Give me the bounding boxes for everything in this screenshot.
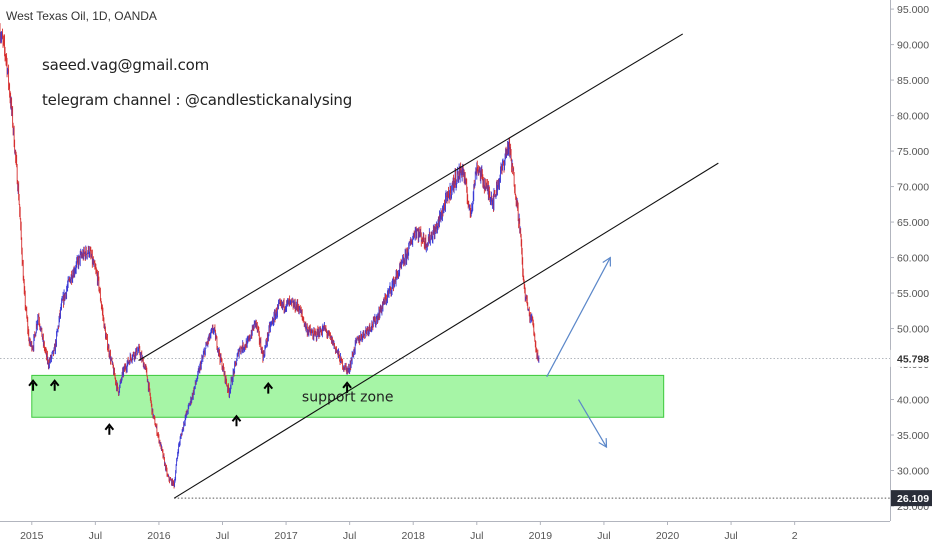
y-tick-label: 50.000 — [897, 324, 929, 336]
y-tick-label: 85.000 — [897, 75, 929, 87]
y-tick-label: 30.000 — [897, 466, 929, 478]
candle-series — [0, 23, 540, 489]
symbol-title: West Texas Oil, 1D, OANDA — [6, 9, 157, 23]
y-tick-label: 65.000 — [897, 217, 929, 229]
y-tick-label: 90.000 — [897, 40, 929, 52]
time-axis-panel — [0, 521, 932, 550]
y-tick-label: 40.000 — [897, 395, 929, 407]
x-tick-label: Jul — [470, 530, 483, 542]
x-tick-label: Jul — [724, 530, 737, 542]
forecast-up-arrow-icon — [546, 256, 611, 378]
y-tick-label: 55.000 — [897, 288, 929, 300]
x-tick-label: 2015 — [20, 530, 44, 542]
price-axis-panel — [890, 0, 932, 550]
support-touch-arrow-icon — [49, 379, 60, 391]
support-touch-arrow-icon — [104, 423, 115, 435]
x-tick-label: 2019 — [529, 530, 553, 542]
support-touch-arrow-icon — [28, 379, 38, 391]
y-tick-label: 80.000 — [897, 111, 929, 123]
x-tick-label: 2 — [792, 530, 798, 542]
y-tick-label: 75.000 — [897, 146, 929, 158]
y-tick-label: 60.000 — [897, 253, 929, 265]
y-tick-label: 35.000 — [897, 430, 929, 442]
y-tick-label: 95.000 — [897, 4, 929, 16]
x-tick-label: 2020 — [656, 530, 680, 542]
channel-upper-line — [138, 33, 684, 361]
current-price-label: 45.798 — [897, 353, 929, 365]
forecast-down-arrow-icon — [577, 399, 608, 449]
telegram-note: telegram channel : @candlestickanalysing — [42, 91, 353, 109]
x-tick-label: Jul — [597, 530, 610, 542]
email-note: saeed.vag@gmail.com — [42, 56, 210, 74]
x-tick-label: Jul — [89, 530, 102, 542]
support-touch-arrow-icon — [263, 382, 274, 394]
channel-lower-line — [173, 162, 719, 499]
support-touch-arrow-icon — [342, 381, 352, 393]
x-tick-label: 2018 — [402, 530, 426, 542]
x-tick-label: Jul — [343, 530, 356, 542]
support-touch-arrow-icon — [231, 414, 242, 427]
x-tick-label: 2017 — [274, 530, 298, 542]
x-tick-label: 2016 — [147, 530, 171, 542]
current-price-tag — [890, 349, 932, 367]
y-tick-label: 70.000 — [897, 182, 929, 194]
support-zone-label: support zone — [302, 389, 394, 405]
low-price-tag — [891, 490, 932, 507]
x-tick-label: Jul — [216, 530, 229, 542]
low-price-label: 26.109 — [897, 493, 929, 505]
